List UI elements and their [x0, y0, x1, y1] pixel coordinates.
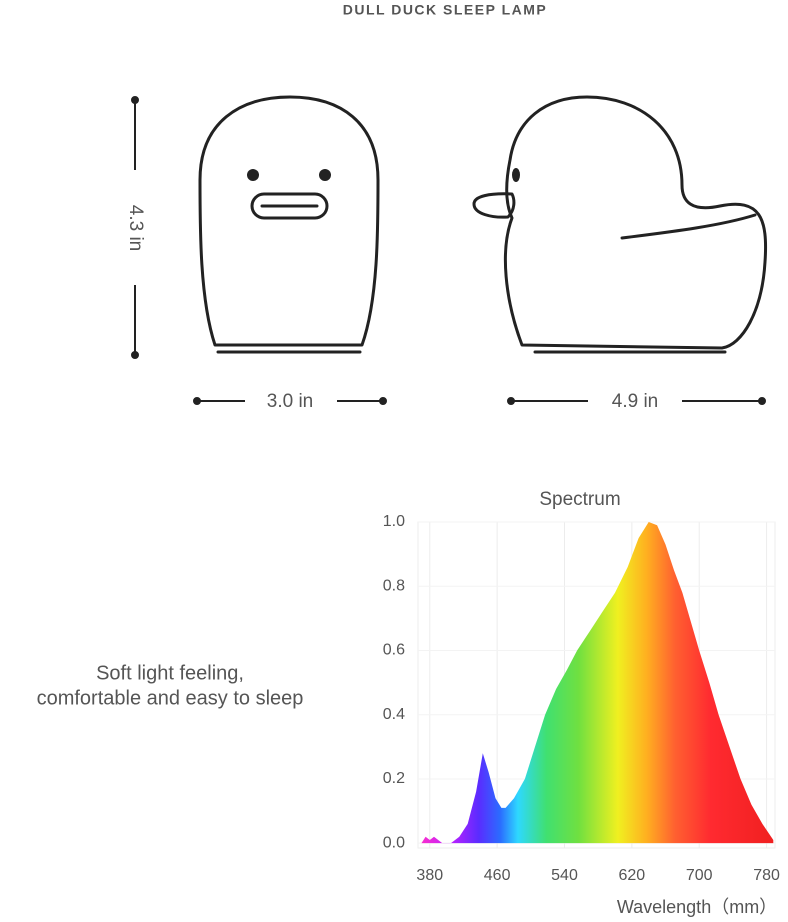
x-tick-label: 380: [416, 867, 443, 884]
title: DULL DUCK SLEEP LAMP: [343, 2, 548, 18]
x-tick-label: 620: [619, 867, 646, 884]
x-tick-label: 780: [753, 867, 780, 884]
x-axis-label: Wavelength（mm）: [617, 897, 777, 917]
y-tick-label: 0.4: [383, 706, 405, 723]
y-tick-label: 0.6: [383, 642, 405, 659]
y-tick-label: 1.0: [383, 513, 405, 530]
y-tick-label: 0.2: [383, 770, 405, 787]
dimension-lines: [131, 96, 766, 405]
x-tick-label: 540: [551, 867, 578, 884]
y-tick-label: 0.0: [383, 834, 405, 851]
tagline: Soft light feeling,: [96, 662, 244, 684]
spectrum-chart: Spectrum Wavelength（mm） 380 460 540 620 700 7…: [383, 489, 780, 917]
x-tick-label: 460: [484, 867, 511, 884]
front-width-label: 3.0 in: [267, 391, 313, 412]
chart-title: Spectrum: [539, 489, 620, 510]
spectrum-area: [421, 522, 774, 844]
height-label: 4.3 in: [125, 205, 146, 251]
x-tick-label: 700: [686, 867, 713, 884]
tagline: comfortable and easy to sleep: [37, 687, 304, 709]
side-width-label: 4.9 in: [612, 391, 658, 412]
y-tick-label: 0.8: [383, 577, 405, 594]
front-duck: [198, 95, 380, 354]
side-duck: [472, 95, 768, 354]
